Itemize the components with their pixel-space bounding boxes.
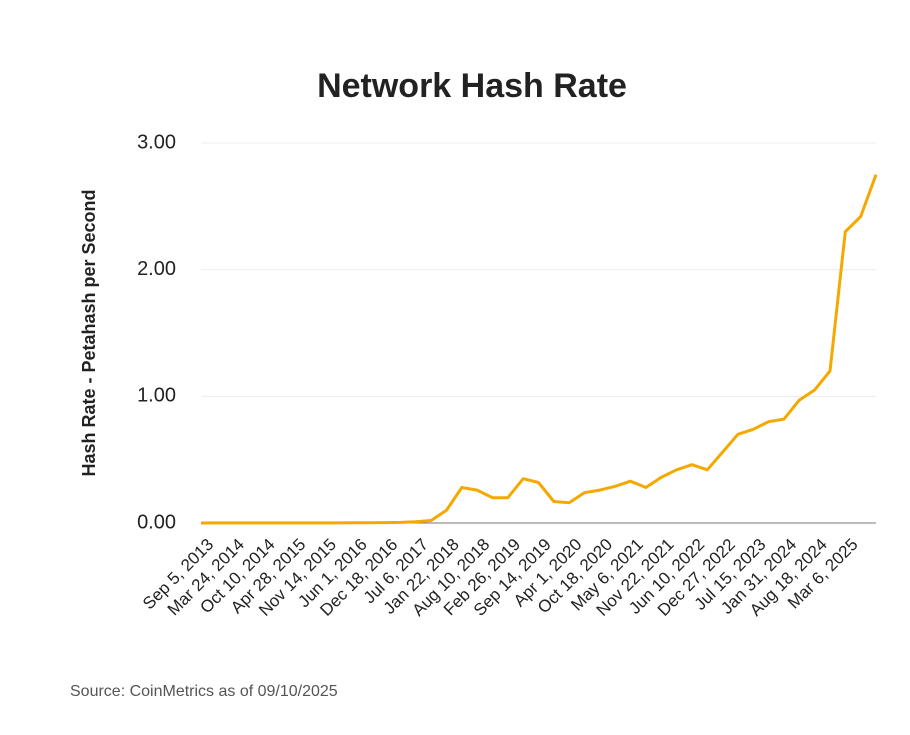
source-note: Source: CoinMetrics as of 09/10/2025 [70, 683, 338, 700]
y-axis-label: Hash Rate - Petahash per Second [79, 189, 99, 476]
y-tick-label: 3.00 [137, 131, 176, 153]
y-tick-label: 2.00 [137, 258, 176, 280]
data-line [200, 174, 878, 525]
chart-title: Network Hash Rate [317, 67, 627, 105]
y-tick-label: 1.00 [137, 385, 176, 407]
y-tick-label: 0.00 [137, 511, 176, 533]
